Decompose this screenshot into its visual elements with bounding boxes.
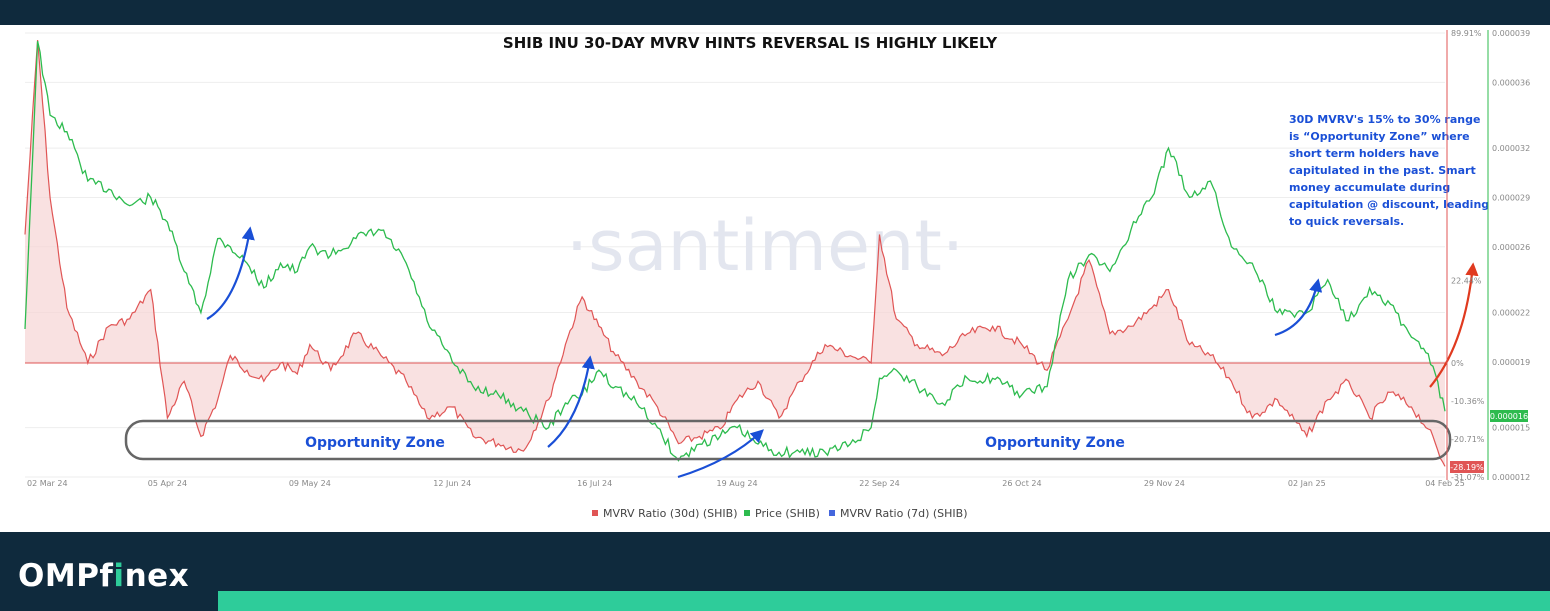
x-tick-label: 04 Feb 25 [1425,479,1465,488]
reversal-arrow-jul [547,355,595,448]
x-tick-label: 05 Apr 24 [148,479,187,488]
mvrv-tick-label: 22.44% [1451,277,1482,286]
price-tick-label: 0.000019 [1492,358,1530,367]
current-price-badge [1490,410,1528,422]
x-tick-label: 22 Sep 24 [859,479,900,488]
chart-panel: ·santiment· SHIB INU 30-DAY MVRV HINTS R… [0,25,1550,532]
legend-swatch-mvrv [592,510,598,516]
mvrv-tick-label: -10.36% [1451,397,1485,406]
note-line-5: money accumulate during [1289,181,1450,194]
price-tick-label: 0.000022 [1492,309,1530,318]
current-mvrv-badge [1450,461,1484,473]
top-bar [0,0,1550,25]
mvrv-line [24,39,1446,467]
mvrv-price-chart: ·santiment· SHIB INU 30-DAY MVRV HINTS R… [24,29,1530,520]
opportunity-zone-box [124,419,1452,461]
price-tick-label: 0.000015 [1492,424,1530,433]
note-line-1: 30D MVRV's 15% to 30% range [1289,113,1480,126]
opportunity-zone-label-left: Opportunity Zone [305,435,445,451]
x-tick-label: 16 Jul 24 [577,479,612,488]
note-line-3: short term holders have [1289,147,1439,160]
note-line-7: to quick reversals. [1289,215,1404,228]
grid-lines [25,32,1445,478]
opportunity-zone-label-right: Opportunity Zone [985,435,1125,451]
brand-text-accent: i [113,558,125,594]
reversal-arrow-apr [206,226,255,320]
current-mvrv-label: -28.19% [1450,463,1484,472]
note-line-2: is “Opportunity Zone” where [1289,130,1470,143]
x-tick-label: 19 Aug 24 [717,479,758,488]
mvrv-area-fill [25,40,1445,467]
price-tick-label: 0.000012 [1492,473,1530,482]
price-axis-ticks: 0.000039 0.000036 0.000032 0.000029 0.000026… [1492,29,1530,482]
price-line-path [24,41,1446,462]
legend: MVRV Ratio (30d) (SHIB) Price (SHIB) MVR… [592,507,968,520]
price-tick-label: 0.000036 [1492,78,1530,87]
price-tick-label: 0.000039 [1492,29,1530,38]
mvrv-axis-ticks: 89.91% 22.44% 0% -10.36% -20.71% -31.07% [1451,29,1485,482]
note-line-4: capitulated in the past. Smart [1289,164,1476,177]
x-tick-label: 12 Jun 24 [433,479,471,488]
note-line-6: capitulation @ discount, leading [1289,198,1489,211]
x-tick-label: 29 Nov 24 [1144,479,1185,488]
mvrv-tick-label: 0% [1451,359,1464,368]
mvrv-tick-label: 89.91% [1451,29,1482,38]
legend-label-mvrv7d: MVRV Ratio (7d) (SHIB) [840,507,968,520]
footer-accent-strip [218,591,1550,611]
mvrv-tick-label: -20.71% [1451,435,1485,444]
price-tick-label: 0.000029 [1492,193,1530,202]
x-tick-label: 09 May 24 [289,479,331,488]
x-tick-label: 02 Mar 24 [27,479,68,488]
brand-text-post: nex [124,558,190,594]
reversal-arrow-aug [677,429,764,479]
current-price-label: 0.000016 [1490,412,1528,421]
watermark: ·santiment· [566,205,964,287]
brand-text-pre: OMPf [18,558,114,594]
annotation-note: 30D MVRV's 15% to 30% range is “Opportun… [1289,113,1489,228]
legend-label-mvrv: MVRV Ratio (30d) (SHIB) [603,507,738,520]
reversal-arrow-jan [1274,278,1323,337]
chart-title: SHIB INU 30-DAY MVRV HINTS REVERSAL IS H… [503,34,998,52]
x-tick-label: 26 Oct 24 [1002,479,1041,488]
mvrv-tick-label: -31.07% [1451,473,1485,482]
price-tick-label: 0.000026 [1492,243,1530,252]
legend-label-price: Price (SHIB) [755,507,820,520]
x-tick-label: 02 Jan 25 [1288,479,1326,488]
legend-swatch-price [744,510,750,516]
reversal-arrow-feb [1429,262,1479,388]
mvrv-series [24,39,1446,467]
legend-swatch-mvrv7d [829,510,835,516]
brand-logo: OMPfinex [18,558,189,594]
price-series [24,41,1446,462]
price-tick-label: 0.000032 [1492,144,1530,153]
x-axis-ticks: 02 Mar 24 05 Apr 24 09 May 24 12 Jun 24 16 J… [27,479,1465,488]
